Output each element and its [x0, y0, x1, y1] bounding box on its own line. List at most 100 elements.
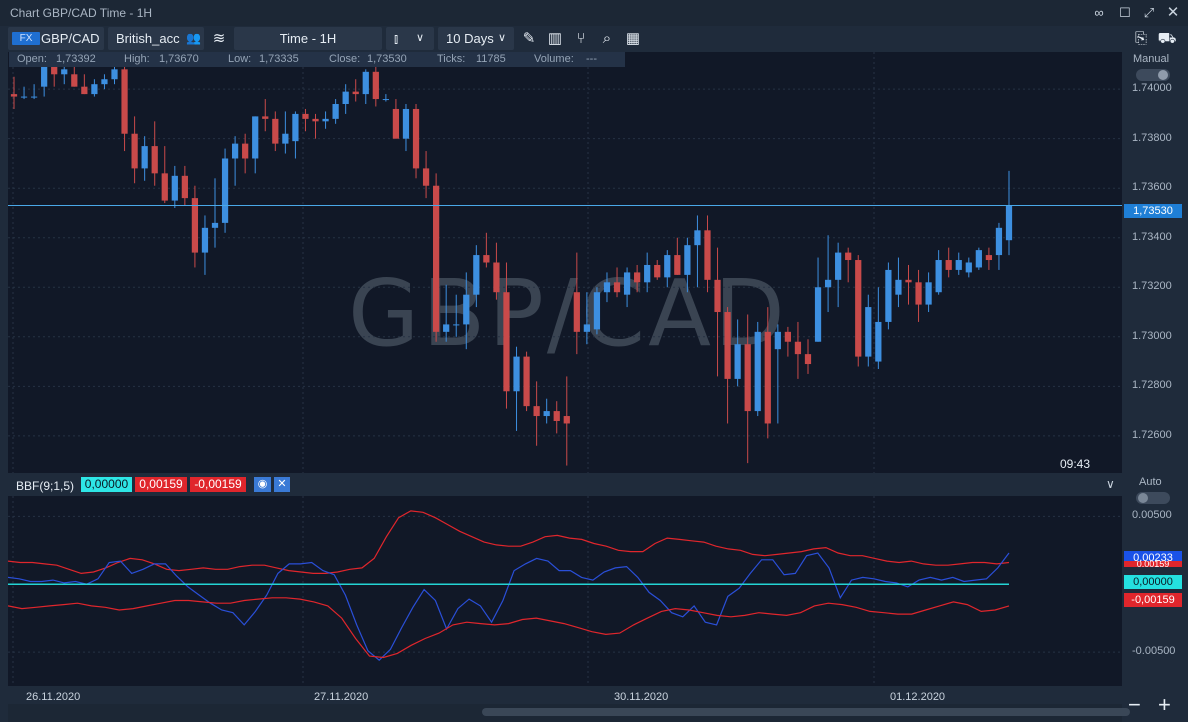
bull-candle: [171, 175, 178, 201]
candlestick-chart[interactable]: [8, 52, 1122, 473]
bear-candle: [191, 198, 199, 253]
bear-candle: [272, 118, 279, 144]
calendar-icon[interactable]: ▦: [625, 30, 641, 47]
bear-candle: [392, 108, 400, 139]
bull-candle: [402, 108, 410, 139]
bear-candle: [905, 279, 912, 283]
bull-candle: [995, 227, 1003, 256]
zoom-out-button[interactable]: −: [1128, 692, 1141, 717]
bear-candle: [121, 69, 128, 134]
bull-candle: [282, 133, 289, 144]
eye-icon[interactable]: ◉: [254, 477, 271, 492]
scrollbar-thumb[interactable]: [482, 708, 1130, 716]
bull-candle: [211, 222, 219, 228]
maximize-icon[interactable]: ⤢: [1143, 5, 1155, 20]
price-tick-label: 1.72800: [1132, 379, 1172, 392]
close-indicator-icon[interactable]: ✕: [274, 477, 290, 492]
ticks-label: Ticks:: [437, 53, 466, 65]
bull-candle: [925, 282, 932, 305]
zoom-in-button[interactable]: +: [1158, 692, 1171, 717]
bull-candle: [895, 279, 902, 295]
bull-candle: [141, 146, 148, 169]
bear-candle: [352, 91, 359, 95]
bear-candle: [845, 252, 852, 261]
bear-candle: [533, 406, 540, 417]
manual-mode-label: Manual: [1133, 53, 1170, 65]
chevron-down-icon: ∨: [416, 32, 425, 44]
volume-label: Volume:: [534, 53, 574, 65]
chart-type-selector[interactable]: ⫾ ∨: [386, 27, 434, 50]
bull-candle: [463, 294, 470, 325]
bull-candle: [623, 272, 631, 295]
cart-icon[interactable]: ⛟: [1157, 30, 1177, 47]
bbf-oscillator-chart[interactable]: [8, 496, 1122, 686]
bull-candle: [201, 227, 209, 253]
bull-candle: [824, 279, 832, 288]
bull-candle: [694, 230, 701, 246]
instrument-selector[interactable]: FX GBP/CAD: [8, 27, 104, 50]
bear-candle: [372, 71, 379, 100]
range-selector[interactable]: 10 Days ∨: [438, 27, 514, 50]
bear-candle: [302, 113, 309, 119]
x-tick-label: 30.11.2020: [614, 691, 669, 703]
account-label: British_acc: [116, 31, 180, 46]
account-selector[interactable]: British_acc 👥: [108, 27, 204, 50]
bull-candle: [20, 96, 28, 98]
bear-candle: [573, 292, 580, 332]
bull-candle: [91, 84, 98, 95]
timeframe-selector[interactable]: Time - 1H: [234, 27, 382, 50]
bear-candle: [503, 292, 510, 392]
high-value: 1,73670: [159, 53, 199, 65]
bull-candle: [231, 143, 239, 159]
bull-candle: [332, 104, 339, 119]
restore-icon[interactable]: ☐: [1119, 5, 1131, 20]
fork-icon[interactable]: ⑂: [576, 30, 586, 47]
bear-candle: [724, 312, 731, 379]
indicator-chart[interactable]: [8, 496, 1122, 686]
bull-candle: [885, 269, 892, 322]
bear-candle: [493, 262, 500, 293]
high-label: High:: [124, 53, 150, 65]
low-value: 1,73335: [259, 53, 299, 65]
collapse-chevron-icon[interactable]: ∨: [1106, 477, 1115, 491]
indicator-tick-label: 0.00500: [1132, 509, 1172, 522]
toolbar: FX GBP/CAD British_acc 👥 ≋ Time - 1H ⫾ ∨…: [0, 26, 1188, 52]
bull-candle: [453, 324, 460, 326]
manual-toggle[interactable]: [1136, 69, 1170, 81]
close-label: Close:: [329, 53, 361, 65]
indicator-center-value: 0,00000: [81, 477, 132, 492]
horizontal-scrollbar[interactable]: [8, 704, 1130, 722]
clipboard-icon[interactable]: ⎘: [1134, 30, 1147, 47]
close-icon[interactable]: ✕: [1166, 4, 1180, 21]
bear-candle: [945, 260, 952, 270]
bear-candle: [714, 279, 721, 313]
bear-candle: [151, 146, 158, 174]
bull-candle: [41, 64, 48, 87]
bear-candle: [613, 282, 621, 293]
bull-candle: [382, 99, 389, 101]
search-icon[interactable]: ⌕: [602, 30, 612, 47]
bear-candle: [131, 133, 138, 169]
auto-toggle[interactable]: [1136, 492, 1170, 504]
instrument-badge: FX: [12, 32, 40, 45]
ticks-value: 11785: [476, 53, 506, 65]
bear-candle: [242, 143, 249, 159]
price-tick-label: 1.73000: [1132, 329, 1172, 342]
instrument-label: GBP/CAD: [41, 31, 100, 46]
bear-candle: [412, 108, 420, 169]
bull-candle: [1005, 205, 1013, 241]
bull-candle: [664, 255, 671, 278]
bar-chart-icon[interactable]: ▥: [547, 30, 563, 47]
link-icon[interactable]: ∞: [1094, 5, 1104, 20]
indicator-wave-icon[interactable]: ≋: [212, 30, 226, 47]
time-label: 09:43: [1060, 457, 1091, 471]
bull-candle: [603, 282, 611, 293]
main-chart[interactable]: GBP/CAD 09:43: [8, 52, 1122, 473]
pencil-icon[interactable]: ✎: [522, 30, 536, 47]
bull-candle: [583, 324, 590, 332]
bull-candle: [644, 264, 651, 283]
bear-candle: [553, 411, 560, 421]
bull-candle: [734, 344, 741, 379]
window-title: Chart GBP/CAD Time - 1H: [10, 6, 153, 20]
bull-candle: [473, 255, 480, 295]
